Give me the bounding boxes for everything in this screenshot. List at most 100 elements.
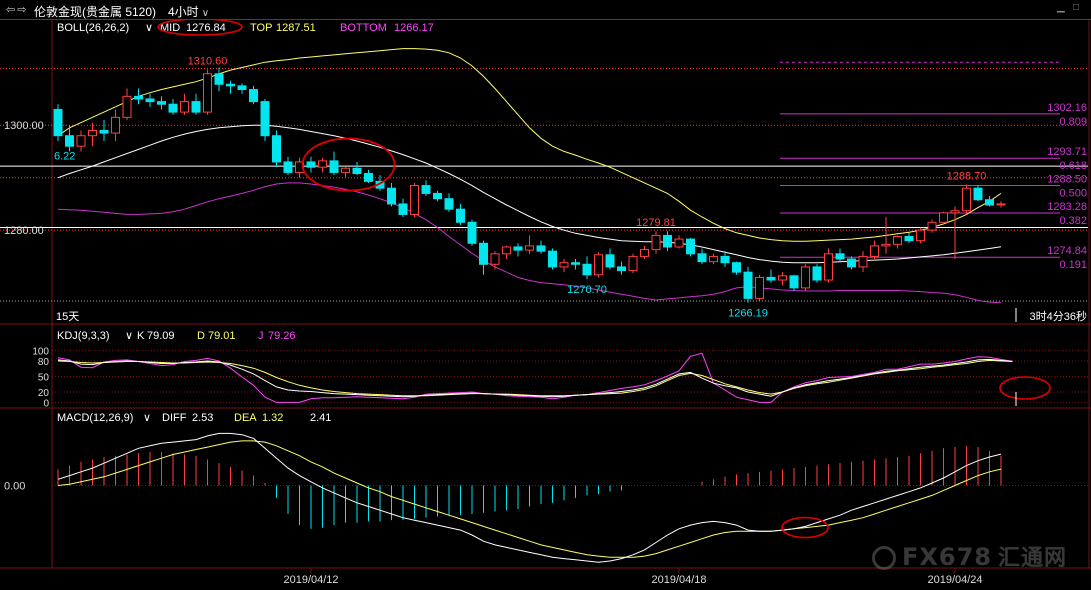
x-tick-label-2: 2019/04/24 [927, 574, 982, 586]
macd-diff-label: DIFF [162, 412, 187, 424]
kdj-k-value: 79.09 [147, 330, 175, 342]
candle-body-44 [559, 262, 569, 268]
fib-ratio-label-5: 0.191 [1059, 259, 1087, 271]
kdj-d-line [57, 359, 1013, 397]
candle-body-19 [272, 135, 281, 163]
price-tick-0: 1300.00 [4, 120, 44, 132]
restore-icon[interactable]: □ [1073, 2, 1080, 13]
boll-top-value: 1287.51 [276, 22, 316, 34]
candle-body-77 [939, 212, 948, 223]
boll-name: BOLL(26,26,2) [57, 22, 129, 34]
candle-body-26 [352, 167, 362, 174]
boll-mid-value: 1276.84 [186, 22, 226, 34]
boll-legend: BOLL(26,26,2) ∨ MID 1276.84 TOP 1287.51 … [57, 20, 434, 36]
fib-price-label-4: 1283.28 [1047, 201, 1087, 213]
candle-body-33 [433, 192, 442, 200]
kdj-j-value: 79.26 [268, 330, 296, 342]
candle-body-9 [157, 101, 166, 105]
minimize-icon[interactable]: ▁ [1057, 2, 1065, 13]
fib-price-label-3: 1288.50 [1047, 174, 1087, 186]
candle-body-66 [812, 266, 822, 281]
price-annotation-4: 1266.19 [728, 308, 768, 320]
kdj-tick-3: 20 [38, 388, 50, 399]
boll-panel[interactable]: 1300.00 1280.00 1302.16 0.809 1293.71 0.618 12… [0, 48, 1088, 323]
kdj-tick-1: 80 [38, 357, 50, 368]
mid-highlight-circle [157, 20, 243, 36]
candle-body-56 [697, 253, 707, 263]
boll-top-line [57, 48, 1002, 242]
candle-body-45 [571, 262, 580, 265]
candle-body-8 [145, 98, 155, 103]
candle-body-2 [76, 135, 86, 147]
macd-panel[interactable]: 0.00 [4, 432, 1088, 563]
candle-body-17 [249, 89, 258, 103]
candle-body-14 [214, 73, 224, 85]
candle-body-10 [168, 103, 178, 113]
boll-bottom-line [57, 182, 1002, 304]
candle-body-40 [513, 246, 523, 251]
kdj-j-label: J [258, 330, 264, 342]
x-tick-label-0: 2019/04/12 [283, 574, 338, 586]
candle-body-53 [663, 234, 672, 248]
kdj-tick-0: 100 [32, 347, 49, 358]
watermark: FX678 汇通网 [872, 540, 1067, 572]
candle-body-63 [778, 275, 787, 281]
candle-body-43 [548, 250, 557, 268]
price-annotation-5: 6.22 [54, 151, 75, 163]
candle-body-71 [870, 245, 879, 257]
kdj-k-label: K [137, 330, 145, 342]
kdj-k-line [57, 358, 1013, 398]
x-tick-label-1: 2019/04/18 [651, 574, 706, 586]
candle-body-58 [720, 255, 730, 264]
candle-body-35 [456, 208, 465, 223]
candle-body-13 [203, 73, 212, 113]
macd-dea-value: 1.32 [262, 412, 283, 424]
price-annotation-0: 1310.60 [188, 56, 228, 68]
period-label: 4小时 [168, 5, 199, 19]
candle-body-6 [122, 95, 132, 118]
candle-body-3 [88, 129, 97, 137]
chevron-down-icon: ∨ [201, 8, 210, 19]
candle-body-59 [732, 262, 741, 273]
kdj-d-value: 79.01 [208, 330, 236, 342]
candle-body-18 [260, 101, 270, 137]
toolbar: ⇦⇨ 伦敦金现(贵金属 5120) 4小时 ∨ ▁ □ [0, 0, 1091, 20]
candle-body-38 [490, 253, 500, 265]
candle-body-27 [364, 172, 373, 182]
candle-body-80 [973, 187, 983, 201]
candle-body-47 [594, 254, 603, 276]
candle-body-52 [651, 234, 661, 251]
kdj-legend: KDJ(9,3,3) ∨ K 79.09 D 79.01 J 79.26 [57, 330, 296, 342]
candle-body-4 [99, 129, 109, 134]
candle-body-70 [858, 255, 868, 268]
fib-ratio-label-4: 0.382 [1059, 215, 1087, 227]
candle-body-55 [686, 238, 695, 255]
macd-diff-line [57, 432, 1002, 563]
kdj-j-line [57, 352, 1013, 403]
period-selector[interactable]: 4小时 ∨ [168, 3, 209, 20]
price-chart[interactable]: 1300.00 1280.00 1302.16 0.809 1293.71 0.618 12… [0, 20, 1091, 590]
watermark-text: FX678 [902, 543, 992, 571]
candle-body-61 [755, 276, 764, 299]
boll-bottom-value: 1266.17 [394, 22, 434, 34]
candle-body-82 [996, 203, 1006, 206]
fib-price-label-2: 1293.71 [1047, 146, 1087, 158]
candle-body-50 [628, 255, 638, 272]
macd-name: MACD(12,26,9) [57, 412, 133, 424]
candle-body-30 [398, 203, 408, 215]
boll-bottom-label: BOTTOM [340, 22, 387, 34]
candle-body-29 [387, 187, 396, 205]
candle-body-74 [904, 235, 914, 242]
instrument-title[interactable]: 伦敦金现(贵金属 5120) [34, 5, 157, 19]
back-forward-arrows-icon[interactable]: ⇦⇨ [6, 4, 29, 16]
macd-dea-label: DEA [234, 412, 257, 424]
candle-body-72 [881, 243, 891, 247]
macd-legend: MACD(12,26,9) ∨ DIFF 2.53 DEA 1.32 2.41 [57, 412, 331, 424]
fib-price-label-5: 1274.84 [1047, 245, 1087, 257]
macd-hist-value: 2.41 [310, 412, 331, 424]
kdj-tick-2: 50 [38, 373, 50, 384]
candle-body-62 [766, 276, 776, 281]
annotation-circle-main [301, 137, 396, 192]
candle-body-73 [893, 235, 902, 245]
